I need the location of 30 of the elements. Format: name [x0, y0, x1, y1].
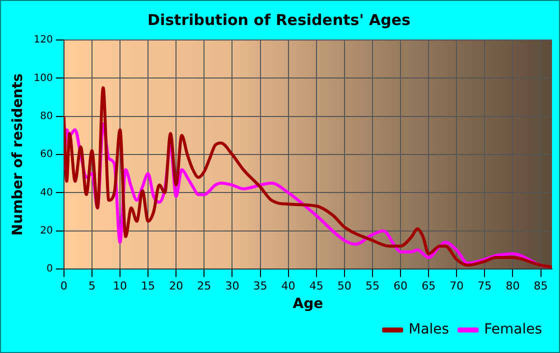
chart-title: Distribution of Residents' Ages: [148, 10, 411, 29]
x-tick-label: 40: [281, 279, 296, 292]
x-tick-label: 5: [88, 279, 96, 292]
x-tick-label: 65: [422, 279, 436, 292]
x-tick-label: 10: [112, 279, 127, 292]
y-tick-label: 80: [40, 110, 53, 122]
legend-label: Males: [408, 322, 450, 338]
x-tick-label: 30: [225, 279, 240, 292]
x-tick-label: 80: [506, 279, 520, 292]
y-tick-label: 100: [34, 72, 53, 84]
x-axis-title: Age: [292, 296, 324, 312]
y-tick-label: 40: [40, 187, 53, 198]
x-tick-label: 15: [141, 279, 156, 292]
x-tick-label: 85: [534, 279, 548, 292]
y-tick-label: 120: [34, 34, 53, 46]
x-tick-label: 55: [365, 279, 380, 292]
x-tick-label: 75: [478, 279, 492, 292]
y-tick-label: 0: [46, 264, 53, 275]
x-tick-label: 20: [169, 279, 184, 292]
x-tick-label: 25: [197, 279, 212, 292]
x-tick-label: 50: [337, 279, 352, 292]
x-tick-label: 45: [309, 279, 324, 292]
y-axis-title: Number of residents: [10, 73, 26, 236]
x-tick-label: 35: [253, 279, 268, 292]
y-tick-label: 20: [40, 225, 53, 236]
x-tick-label: 70: [450, 279, 464, 292]
y-tick-label: 60: [40, 149, 53, 160]
x-tick-label: 0: [60, 279, 68, 292]
legend-label: Females: [484, 322, 542, 338]
x-tick-label: 60: [394, 279, 408, 292]
